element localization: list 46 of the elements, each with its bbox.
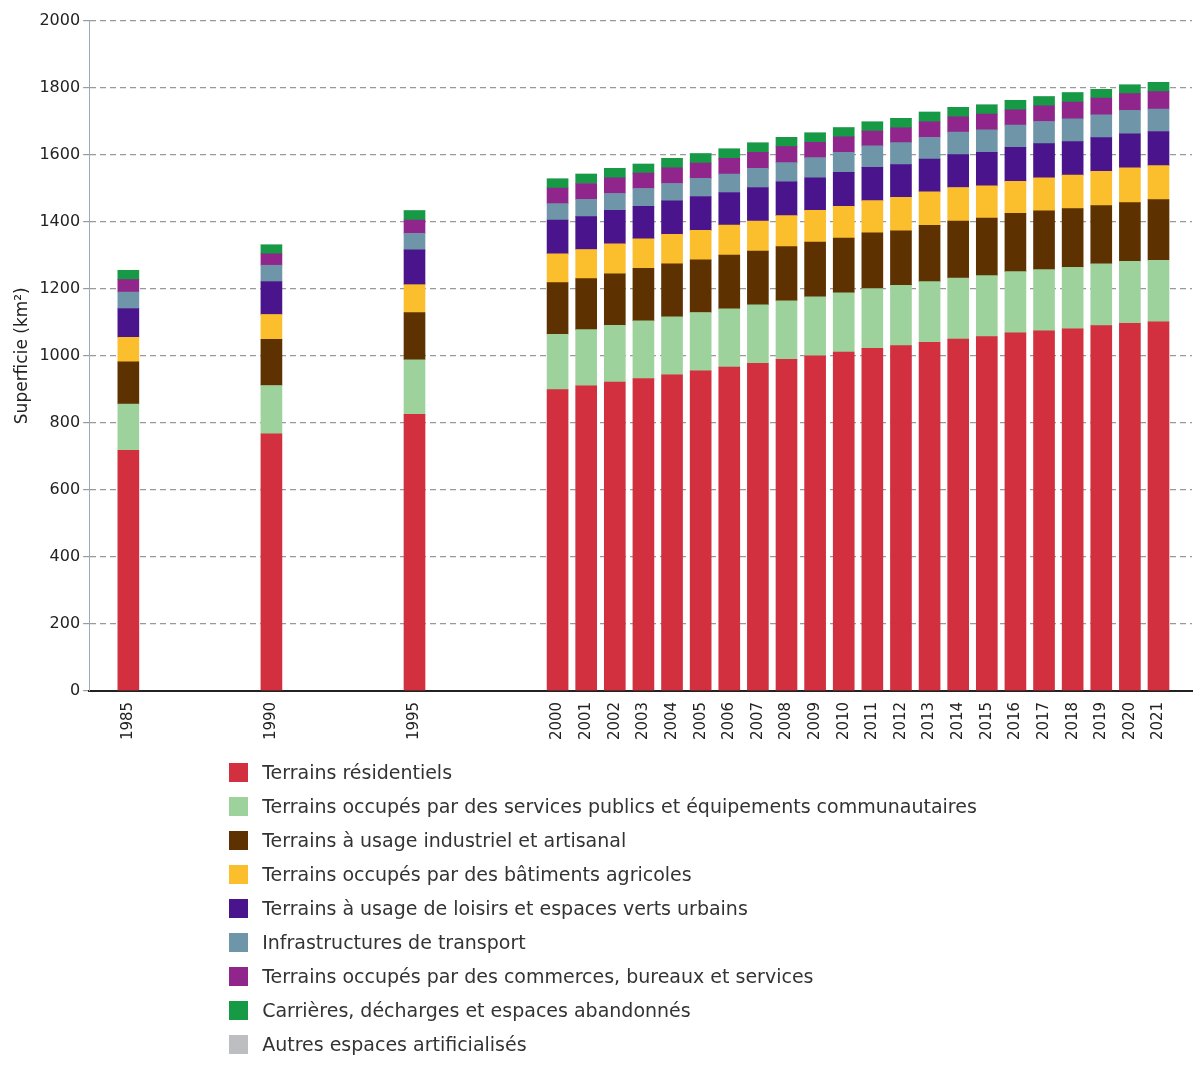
- legend-label: Terrains occupés par des commerces, bureaux et services: [262, 965, 814, 987]
- x-tick-label: 2010: [833, 701, 852, 741]
- x-tick-label: 1985: [118, 701, 137, 741]
- x-tick-label: 2009: [805, 701, 823, 741]
- legend-label: Terrains occupés par des bâtiments agricoles: [262, 863, 692, 885]
- legend-label: Terrains à usage industriel et artisanal: [262, 829, 627, 851]
- x-tick-label: 2013: [919, 701, 938, 741]
- legend-label: Terrains occupés par des services publics et équipements communautaires: [262, 795, 977, 817]
- y-tick-label: 0: [69, 679, 81, 699]
- y-tick-label: 2000: [39, 9, 81, 29]
- y-tick-label: 1600: [39, 143, 81, 163]
- x-tick-label: 2004: [661, 701, 680, 741]
- legend-label: Terrains à usage de loisirs et espaces verts urbains: [262, 897, 748, 919]
- x-tick-label: 2006: [719, 701, 738, 741]
- x-tick-label: 2017: [1033, 701, 1052, 741]
- x-tick-label: 2015: [976, 701, 995, 741]
- x-tick-label: 1990: [261, 701, 280, 741]
- x-tick-label: 2016: [1005, 701, 1024, 741]
- y-tick-label: 600: [49, 478, 81, 498]
- x-tick-label: 2003: [633, 701, 652, 741]
- y-tick-label: 1400: [39, 210, 81, 230]
- legend-label: Carrières, décharges et espaces abandonnés: [262, 999, 691, 1021]
- y-tick-label: 800: [49, 411, 81, 431]
- x-tick-label: 2019: [1091, 701, 1110, 741]
- x-tick-label: 2001: [576, 701, 595, 741]
- x-tick-label: 2011: [862, 701, 881, 741]
- x-tick-label: 2007: [747, 701, 766, 741]
- x-tick-label: 2018: [1062, 701, 1081, 741]
- x-tick-label: 2005: [690, 701, 709, 741]
- legend-label: Terrains résidentiels: [262, 761, 453, 783]
- y-tick-label: 1200: [39, 277, 81, 297]
- x-tick-label: 2002: [604, 701, 623, 741]
- x-tick-label: 2014: [948, 701, 967, 741]
- x-tick-label: 2020: [1119, 701, 1138, 741]
- x-tick-label: 2000: [547, 701, 566, 741]
- x-tick-label: 2012: [890, 701, 909, 741]
- x-tick-label: 1995: [404, 701, 423, 741]
- y-tick-label: 1000: [39, 344, 81, 364]
- x-tick-label: 2021: [1148, 701, 1167, 741]
- legend-label: Autres espaces artificialisés: [262, 1033, 527, 1055]
- legend-label: Infrastructures de transport: [262, 931, 526, 953]
- y-axis-title: Superficie (km²): [10, 287, 31, 425]
- y-tick-label: 200: [49, 612, 81, 632]
- x-tick-label: 2008: [776, 701, 795, 741]
- y-tick-label: 400: [49, 545, 81, 565]
- y-tick-label: 1800: [39, 76, 81, 96]
